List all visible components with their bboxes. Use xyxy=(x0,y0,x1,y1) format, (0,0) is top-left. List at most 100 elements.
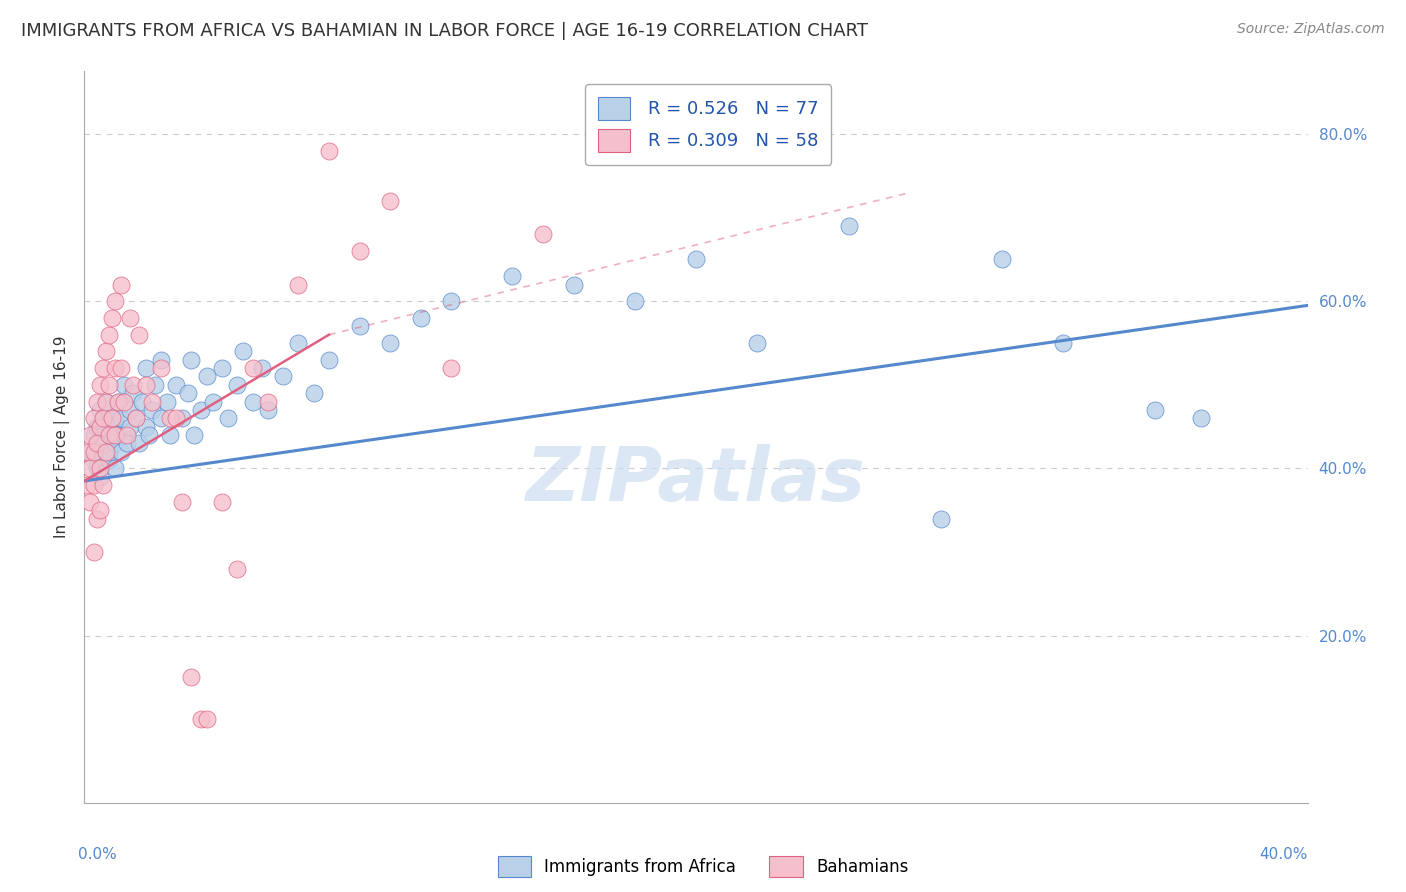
Point xyxy=(122,386,145,401)
Point xyxy=(104,411,127,425)
Point xyxy=(101,310,124,325)
Point xyxy=(302,386,325,401)
Point xyxy=(94,344,117,359)
Point xyxy=(440,294,463,309)
Point xyxy=(101,419,124,434)
Point xyxy=(141,394,163,409)
Point xyxy=(257,403,280,417)
Point xyxy=(94,444,117,458)
Text: Source: ZipAtlas.com: Source: ZipAtlas.com xyxy=(1237,22,1385,37)
Point xyxy=(115,436,138,450)
Point xyxy=(86,511,108,525)
Point xyxy=(211,361,233,376)
Point xyxy=(86,394,108,409)
Point xyxy=(180,670,202,684)
Point xyxy=(120,310,142,325)
Point xyxy=(97,444,120,458)
Point xyxy=(211,495,233,509)
Point xyxy=(190,712,212,726)
Point xyxy=(287,336,309,351)
Point xyxy=(97,453,120,467)
Point xyxy=(183,428,205,442)
Point xyxy=(120,419,142,434)
Point xyxy=(149,361,172,376)
Point xyxy=(180,352,202,367)
Point xyxy=(94,411,117,425)
Point xyxy=(91,428,114,442)
Point xyxy=(91,436,114,450)
Point xyxy=(226,562,249,576)
Point xyxy=(79,428,101,442)
Point xyxy=(624,294,647,309)
Point xyxy=(991,252,1014,267)
Point xyxy=(83,545,105,559)
Point xyxy=(929,511,952,525)
Point xyxy=(177,386,200,401)
Point xyxy=(838,219,860,233)
Point xyxy=(143,377,166,392)
Point xyxy=(107,394,129,409)
Point xyxy=(101,428,124,442)
Point xyxy=(159,411,181,425)
Point xyxy=(190,403,212,417)
Point xyxy=(159,428,181,442)
Point xyxy=(502,269,524,284)
Point xyxy=(149,352,172,367)
Text: 40.0%: 40.0% xyxy=(1260,847,1308,862)
Point xyxy=(380,336,402,351)
Point xyxy=(104,294,127,309)
Point xyxy=(112,428,135,442)
Point xyxy=(201,394,224,409)
Point xyxy=(128,327,150,342)
Point xyxy=(172,495,194,509)
Point xyxy=(122,377,145,392)
Point xyxy=(83,478,105,492)
Point xyxy=(349,319,371,334)
Point xyxy=(125,411,148,425)
Point xyxy=(110,444,132,458)
Point xyxy=(685,252,707,267)
Point xyxy=(101,411,124,425)
Point xyxy=(217,411,239,425)
Text: ZIPatlas: ZIPatlas xyxy=(526,444,866,517)
Point xyxy=(91,478,114,492)
Point xyxy=(747,336,769,351)
Point xyxy=(380,194,402,208)
Point xyxy=(89,503,111,517)
Point xyxy=(104,428,127,442)
Y-axis label: In Labor Force | Age 16-19: In Labor Force | Age 16-19 xyxy=(55,335,70,539)
Point xyxy=(76,444,98,458)
Point xyxy=(165,377,187,392)
Point xyxy=(83,444,105,458)
Point xyxy=(104,436,127,450)
Point xyxy=(125,411,148,425)
Point xyxy=(226,377,249,392)
Point xyxy=(94,394,117,409)
Point xyxy=(531,227,554,242)
Point xyxy=(97,327,120,342)
Point xyxy=(94,444,117,458)
Point xyxy=(86,436,108,450)
Point xyxy=(138,428,160,442)
Point xyxy=(120,403,142,417)
Text: 0.0%: 0.0% xyxy=(79,847,117,862)
Point xyxy=(110,411,132,425)
Point xyxy=(242,361,264,376)
Point xyxy=(89,377,111,392)
Text: IMMIGRANTS FROM AFRICA VS BAHAMIAN IN LABOR FORCE | AGE 16-19 CORRELATION CHART: IMMIGRANTS FROM AFRICA VS BAHAMIAN IN LA… xyxy=(21,22,868,40)
Point xyxy=(79,444,101,458)
Point xyxy=(86,461,108,475)
Point xyxy=(141,403,163,417)
Point xyxy=(91,411,114,425)
Point xyxy=(89,436,111,450)
Point xyxy=(76,478,98,492)
Point xyxy=(79,495,101,509)
Point xyxy=(135,419,157,434)
Point xyxy=(287,277,309,292)
Point xyxy=(131,394,153,409)
Point xyxy=(97,428,120,442)
Point xyxy=(89,419,111,434)
Point xyxy=(149,411,172,425)
Point xyxy=(97,377,120,392)
Point xyxy=(172,411,194,425)
